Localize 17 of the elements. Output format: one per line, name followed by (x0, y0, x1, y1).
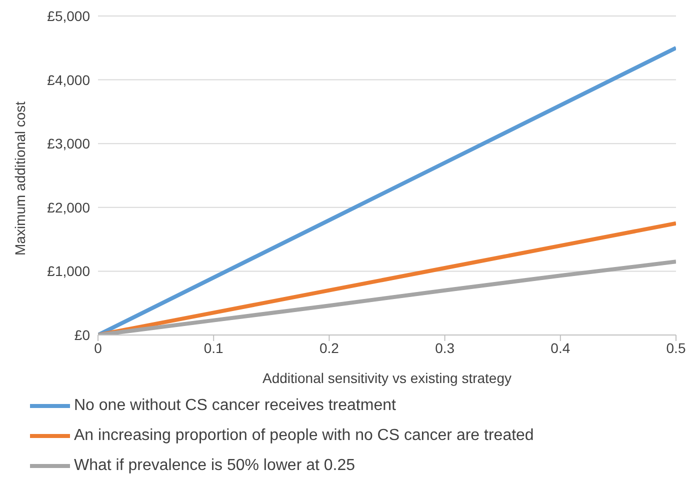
y-axis-title: Maximum additional cost (12, 101, 28, 256)
y-tick-label: £4,000 (47, 72, 90, 88)
x-tick-label: 0.1 (204, 340, 224, 356)
y-tick-label: £5,000 (47, 8, 90, 24)
legend-label: What if prevalence is 50% lower at 0.25 (74, 457, 356, 475)
y-tick-label: £3,000 (47, 136, 90, 152)
x-tick-label: 0.2 (319, 340, 340, 356)
y-tick-label: £2,000 (47, 199, 90, 216)
x-tick-label: 0.3 (435, 340, 455, 356)
y-tick-label: £0 (74, 326, 90, 343)
y-tick-label: £1,000 (47, 263, 90, 280)
x-tick-label: 0.5 (666, 340, 686, 356)
x-tick-label: 0.4 (550, 340, 570, 356)
legend-label: An increasing proportion of people with no CS cancer are treated (74, 427, 534, 445)
legend-label: No one without CS cancer receives treatment (74, 397, 396, 415)
x-tick-label: 0 (94, 340, 102, 356)
x-axis-title: Additional sensitivity vs existing strategy (262, 370, 512, 386)
